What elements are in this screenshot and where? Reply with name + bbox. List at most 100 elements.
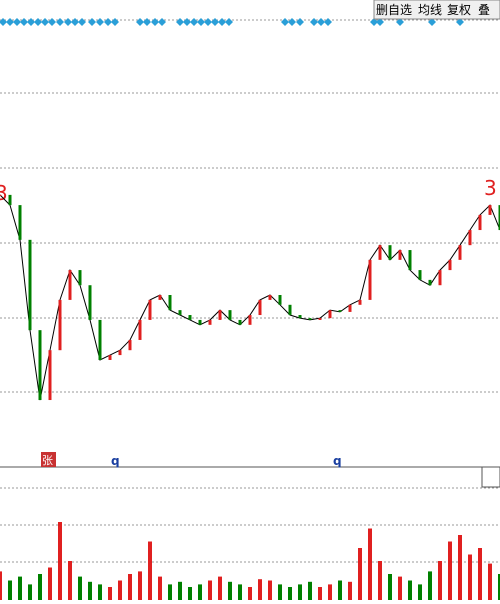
volume-bar — [478, 548, 482, 600]
signal-diamond — [197, 18, 205, 26]
signal-diamond — [56, 18, 64, 26]
signal-diamond — [176, 18, 184, 26]
event-label[interactable]: q — [111, 454, 120, 468]
candle — [139, 320, 142, 340]
signal-diamond — [6, 18, 14, 26]
price-line — [0, 195, 500, 400]
signal-diamond — [41, 18, 49, 26]
signal-diamond — [104, 18, 112, 26]
volume-bar — [248, 587, 252, 600]
candle — [419, 270, 422, 280]
candle — [269, 295, 272, 300]
candle — [129, 340, 132, 350]
candle — [9, 195, 12, 205]
candle — [309, 318, 312, 320]
volume-bar — [228, 582, 232, 600]
candle — [19, 205, 22, 240]
candle — [229, 310, 232, 320]
candle — [199, 320, 202, 325]
volume-bar — [178, 582, 182, 600]
toolbar-button[interactable]: 删自选 — [376, 3, 412, 17]
volume-bar — [18, 577, 22, 600]
signal-diamond — [27, 18, 35, 26]
candle — [279, 295, 282, 305]
candle — [489, 205, 492, 215]
candle — [109, 355, 112, 360]
signal-diamond — [78, 18, 86, 26]
candle — [149, 300, 152, 320]
volume-bar — [78, 577, 82, 600]
signal-diamond — [88, 18, 96, 26]
signal-diamond — [296, 18, 304, 26]
signal-diamond — [211, 18, 219, 26]
volume-bar — [108, 587, 112, 600]
volume-bar — [258, 579, 262, 600]
volume-bar — [338, 581, 342, 601]
event-label[interactable]: 张 — [42, 454, 53, 467]
signal-diamond — [71, 18, 79, 26]
corner-box — [482, 467, 500, 487]
candle — [209, 320, 212, 325]
volume-bar — [278, 584, 282, 600]
signal-diamond — [317, 18, 325, 26]
volume-bar — [0, 571, 2, 600]
candle — [159, 295, 162, 300]
candle — [369, 260, 372, 300]
volume-bar — [88, 582, 92, 600]
signal-diamond — [0, 18, 7, 26]
volume-bar — [128, 574, 132, 600]
signal-diamond — [96, 18, 104, 26]
toolbar-button[interactable]: 均线 — [418, 3, 442, 17]
candle — [429, 280, 432, 285]
signal-diamond — [34, 18, 42, 26]
candle — [99, 320, 102, 360]
signal-diamond — [158, 18, 166, 26]
volume-bar — [468, 555, 472, 601]
candle — [79, 270, 82, 285]
volume-bar — [38, 574, 42, 600]
volume-bar — [168, 584, 172, 600]
volume-bar — [488, 564, 492, 600]
signal-diamond — [143, 18, 151, 26]
volume-bar — [68, 561, 72, 600]
signal-diamond — [151, 18, 159, 26]
volume-bar — [448, 542, 452, 601]
candle — [239, 320, 242, 325]
candle — [69, 270, 72, 300]
candle — [469, 230, 472, 245]
candle — [459, 245, 462, 260]
candle — [249, 315, 252, 325]
volume-bar — [138, 571, 142, 600]
candle — [49, 350, 52, 400]
volume-bar — [208, 581, 212, 601]
volume-bar — [428, 571, 432, 600]
signal-diamond — [64, 18, 72, 26]
toolbar-button[interactable]: 复权 — [447, 3, 471, 17]
volume-bar — [298, 584, 302, 600]
candle — [329, 310, 332, 318]
volume-bar — [398, 577, 402, 600]
event-label[interactable]: q — [333, 454, 342, 468]
volume-bar — [8, 581, 12, 601]
signal-diamond — [111, 18, 119, 26]
signal-diamond — [281, 18, 289, 26]
volume-bar — [148, 542, 152, 601]
toolbar-button[interactable]: 叠 — [478, 3, 490, 17]
candle — [59, 300, 62, 350]
candle — [289, 305, 292, 315]
candle — [169, 295, 172, 310]
candle — [389, 245, 392, 260]
volume-bar — [358, 548, 362, 600]
signal-diamond — [204, 18, 212, 26]
signal-diamond — [13, 18, 21, 26]
volume-bar — [368, 529, 372, 601]
signal-diamond — [324, 18, 332, 26]
volume-bar — [408, 581, 412, 601]
candle — [399, 250, 402, 260]
candle — [449, 260, 452, 270]
candle — [349, 305, 352, 312]
signal-diamond — [288, 18, 296, 26]
candle — [409, 250, 412, 270]
